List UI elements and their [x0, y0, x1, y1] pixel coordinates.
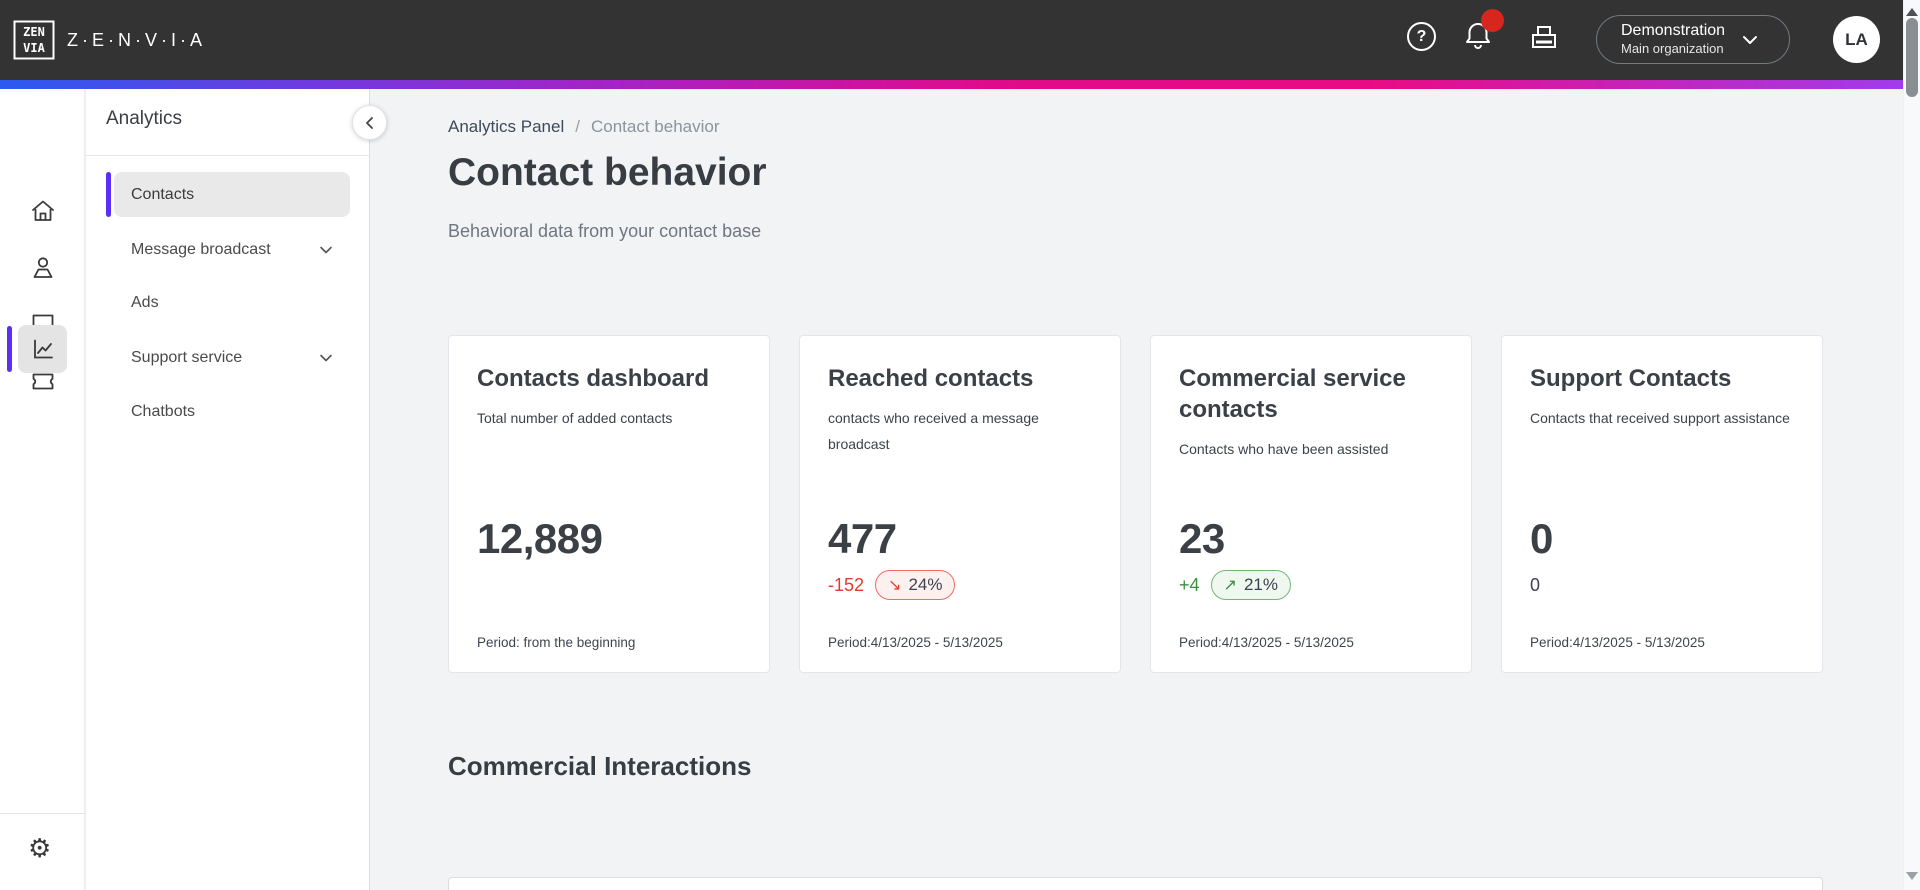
analytics-sidebar: Analytics Contacts Message broadcast Ads… [85, 89, 370, 890]
top-bar-actions: ? Demonstration Main organization [1383, 0, 1903, 80]
card-description: Contacts who have been assisted [1179, 441, 1389, 458]
trend-percent: 21% [1243, 575, 1278, 594]
card-reached-contacts: Reached contacts contacts who received a… [799, 335, 1121, 673]
settings-gear-icon[interactable]: ⚙ [28, 833, 52, 863]
sidebar-item-message-broadcast[interactable]: Message broadcast [114, 227, 350, 272]
card-contacts-dashboard: Contacts dashboard Total number of added… [448, 335, 770, 673]
card-period: Period:4/13/2025 - 5/13/2025 [1530, 635, 1705, 650]
sidebar-item-contacts[interactable]: Contacts [114, 172, 350, 217]
notification-badge-dot [1481, 9, 1504, 32]
organization-selector[interactable]: Demonstration Main organization [1596, 15, 1790, 64]
breadcrumb: Analytics Panel / Contact behavior [448, 117, 720, 137]
contacts-person-icon[interactable] [30, 255, 56, 281]
menu-active-indicator [106, 172, 111, 217]
trend-down-arrow-icon: ↘ [888, 577, 902, 594]
home-icon[interactable] [30, 198, 56, 224]
breadcrumb-analytics-panel[interactable]: Analytics Panel [448, 117, 565, 136]
card-commercial-service-contacts: Commercial service contacts Contacts who… [1150, 335, 1472, 673]
card-support-contacts: Support Contacts Contacts that received … [1501, 335, 1823, 673]
chevron-left-icon [365, 116, 373, 129]
trend-percent: 24% [908, 575, 943, 594]
rail-divider [0, 813, 85, 814]
card-title: Commercial service contacts [1179, 365, 1406, 424]
sidebar-title: Analytics [106, 108, 183, 129]
chevron-down-icon [320, 354, 332, 362]
scrollbar-down-arrow[interactable] [1906, 872, 1918, 880]
rail-active-indicator [7, 326, 12, 372]
sidebar-item-support-service[interactable]: Support service [114, 335, 350, 380]
icon-rail: ⚙ [0, 89, 85, 890]
sidebar-item-chatbots[interactable]: Chatbots [131, 402, 196, 420]
top-bar: ZEN VIA Z·E·N·V·I·A ? [0, 0, 1903, 80]
organization-name: Demonstration [1621, 22, 1726, 40]
user-avatar[interactable]: LA [1833, 16, 1880, 63]
main-content: Analytics Panel / Contact behavior Conta… [370, 89, 1903, 890]
page-scrollbar[interactable] [1903, 0, 1920, 890]
breadcrumb-separator: / [575, 117, 580, 136]
card-value: 0 [1530, 515, 1553, 562]
card-value: 23 [1179, 515, 1225, 562]
trend-badge: ↘ 24% [875, 570, 956, 600]
chevron-down-icon [1743, 35, 1758, 44]
page-title: Contact behavior [448, 151, 767, 194]
chevron-down-icon [320, 246, 332, 254]
scrollbar-up-arrow[interactable] [1906, 8, 1918, 16]
card-value: 477 [828, 515, 897, 562]
help-icon[interactable]: ? [1407, 22, 1436, 51]
zenvia-wordmark: Z·E·N·V·I·A [67, 29, 206, 50]
svg-text:VIA: VIA [23, 41, 45, 55]
breadcrumb-current: Contact behavior [590, 117, 720, 136]
card-period: Period:4/13/2025 - 5/13/2025 [1179, 635, 1354, 650]
svg-text:ZEN: ZEN [23, 25, 45, 39]
zenvia-logo[interactable]: ZEN VIA Z·E·N·V·I·A [13, 20, 206, 60]
trend-up-arrow-icon: ↗ [1223, 577, 1237, 594]
delta-value: 0 [1530, 574, 1541, 595]
card-title: Reached contacts [828, 365, 1034, 392]
trend-badge: ↗ 21% [1210, 570, 1291, 600]
section-title-commercial-interactions: Commercial Interactions [448, 751, 752, 781]
card-title: Support Contacts [1530, 365, 1732, 392]
card-title: Contacts dashboard [477, 365, 710, 392]
card-period: Period:4/13/2025 - 5/13/2025 [828, 635, 1003, 650]
page-subtitle: Behavioral data from your contact base [448, 221, 762, 241]
zenvia-logo-icon: ZEN VIA [13, 20, 55, 60]
kpi-cards-row: Contacts dashboard Total number of added… [448, 335, 1823, 673]
printer-icon[interactable] [1529, 22, 1559, 54]
card-period: Period: from the beginning [477, 635, 636, 650]
delta-value: +4 [1179, 574, 1200, 595]
sidebar-collapse-button[interactable] [352, 105, 387, 140]
sidebar-divider [86, 155, 369, 156]
organization-type: Main organization [1621, 41, 1724, 57]
analytics-chart-icon[interactable] [18, 325, 67, 373]
sidebar-item-ads[interactable]: Ads [131, 293, 159, 311]
card-description: Contacts that received support assistanc… [1530, 410, 1790, 427]
commercial-interactions-card [448, 877, 1823, 890]
delta-value: -152 [828, 574, 865, 595]
campaigns-ticket-icon[interactable] [30, 368, 56, 394]
card-value: 12,889 [477, 515, 603, 562]
scrollbar-thumb[interactable] [1906, 18, 1918, 97]
brand-gradient-bar [0, 80, 1903, 89]
card-description: Total number of added contacts [477, 410, 673, 427]
card-description: contacts who received a message broadcas… [828, 410, 1039, 453]
